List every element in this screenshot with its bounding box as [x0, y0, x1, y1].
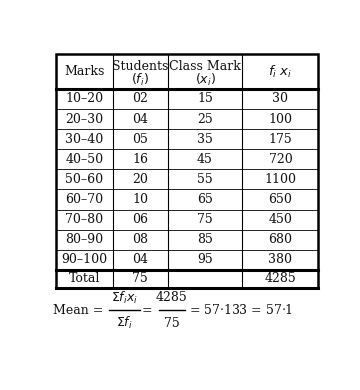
- Text: $\Sigma f_i x_i$: $\Sigma f_i x_i$: [111, 290, 138, 306]
- Text: = 57$\cdot$133 = 57$\cdot$1: = 57$\cdot$133 = 57$\cdot$1: [189, 303, 293, 317]
- Text: 650: 650: [269, 193, 292, 206]
- Text: 05: 05: [132, 133, 148, 145]
- Text: 30–40: 30–40: [65, 133, 103, 145]
- Bar: [56, 54, 318, 288]
- Text: $(f_i)$: $(f_i)$: [131, 72, 149, 88]
- Text: 175: 175: [269, 133, 292, 145]
- Text: 10: 10: [132, 193, 148, 206]
- Text: =: =: [141, 304, 152, 317]
- Text: 60–70: 60–70: [65, 193, 103, 206]
- Text: 65: 65: [197, 193, 213, 206]
- Text: 35: 35: [197, 133, 213, 145]
- Text: $f_i\ x_i$: $f_i\ x_i$: [268, 64, 293, 80]
- Text: 4285: 4285: [265, 273, 296, 285]
- Text: 95: 95: [197, 254, 213, 266]
- Text: 02: 02: [132, 92, 148, 105]
- Text: 40–50: 40–50: [65, 153, 103, 166]
- Text: 20: 20: [132, 173, 148, 186]
- Text: 25: 25: [197, 113, 213, 126]
- Text: 75: 75: [164, 317, 180, 330]
- Text: 75: 75: [197, 213, 213, 226]
- Text: 15: 15: [197, 92, 213, 105]
- Text: Marks: Marks: [64, 65, 104, 78]
- Text: $\Sigma f_i$: $\Sigma f_i$: [116, 315, 133, 331]
- Text: 50–60: 50–60: [65, 173, 103, 186]
- Text: Total: Total: [69, 273, 100, 285]
- Text: 55: 55: [197, 173, 213, 186]
- Text: 100: 100: [269, 113, 292, 126]
- Text: 08: 08: [132, 233, 148, 246]
- Text: 75: 75: [132, 273, 148, 285]
- Text: 70–80: 70–80: [65, 213, 103, 226]
- Text: 16: 16: [132, 153, 148, 166]
- Text: Class Mark: Class Mark: [169, 60, 241, 73]
- Text: 45: 45: [197, 153, 213, 166]
- Text: 20–30: 20–30: [65, 113, 103, 126]
- Text: 4285: 4285: [156, 291, 188, 304]
- Text: 06: 06: [132, 213, 148, 226]
- Text: 90–100: 90–100: [61, 254, 107, 266]
- Text: 1100: 1100: [264, 173, 296, 186]
- Text: 720: 720: [269, 153, 292, 166]
- Text: 04: 04: [132, 113, 148, 126]
- Text: 30: 30: [273, 92, 288, 105]
- Text: Mean =: Mean =: [53, 304, 104, 317]
- Text: 380: 380: [269, 254, 292, 266]
- Text: 04: 04: [132, 254, 148, 266]
- Text: 450: 450: [269, 213, 292, 226]
- Text: $(x_i)$: $(x_i)$: [194, 72, 215, 88]
- Text: Students: Students: [112, 60, 168, 73]
- Text: 680: 680: [269, 233, 292, 246]
- Text: 80–90: 80–90: [65, 233, 103, 246]
- Text: 10–20: 10–20: [65, 92, 103, 105]
- Text: 85: 85: [197, 233, 213, 246]
